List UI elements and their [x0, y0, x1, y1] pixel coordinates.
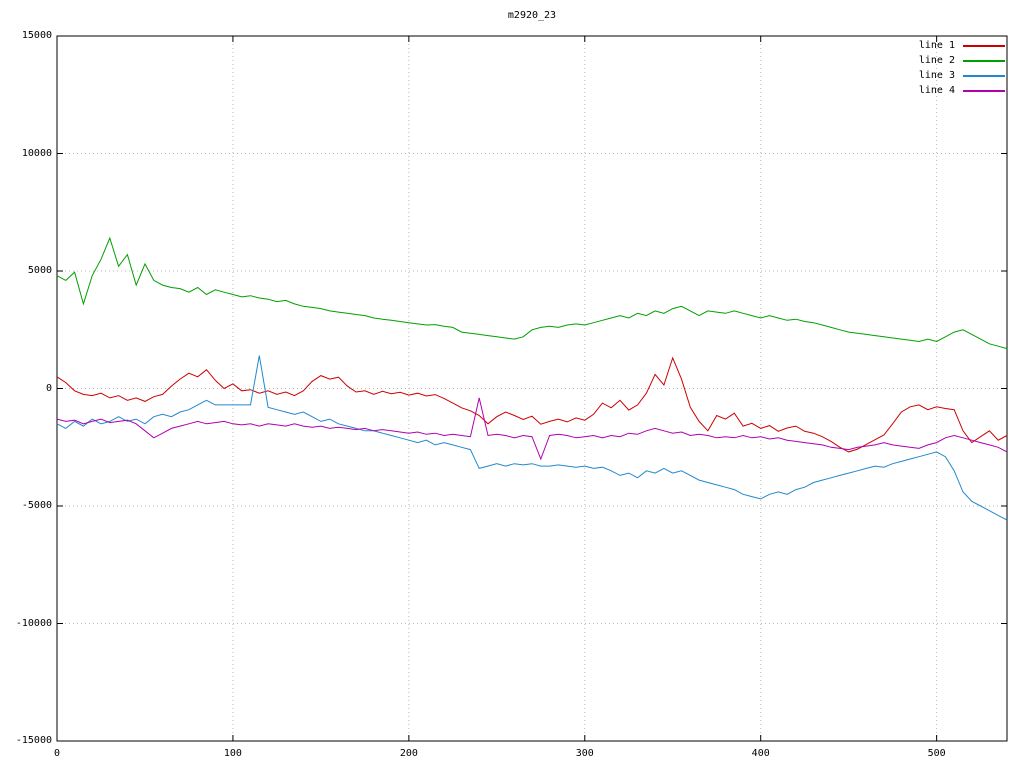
- legend-label: line 4: [918, 85, 955, 96]
- y-tick-label: -15000: [15, 735, 52, 746]
- legend-label: line 2: [918, 55, 955, 66]
- legend-label: line 3: [918, 70, 955, 81]
- y-tick-label: -5000: [21, 500, 52, 511]
- legend-item: line 2: [919, 53, 1005, 68]
- x-tick-label: 100: [223, 748, 242, 759]
- legend: line 1 line 2 line 3 line 4: [919, 38, 1005, 98]
- y-tick-label: -10000: [15, 617, 52, 629]
- legend-item: line 1: [919, 38, 1005, 53]
- chart-title: m2920_23: [507, 10, 557, 21]
- x-tick-label: 500: [927, 748, 946, 759]
- y-tick-label: 0: [45, 382, 52, 394]
- legend-item: line 3: [919, 68, 1005, 83]
- x-tick-label: 200: [399, 748, 418, 759]
- legend-line-sample: [963, 74, 1005, 77]
- legend-line-sample: [963, 44, 1005, 47]
- y-tick-label: 15000: [21, 30, 52, 41]
- y-tick-label: 5000: [27, 265, 52, 276]
- x-tick-label: 0: [53, 748, 61, 759]
- legend-label: line 1: [918, 40, 955, 51]
- y-tick-label: 10000: [21, 147, 52, 159]
- x-tick-label: 400: [751, 748, 770, 759]
- x-tick-label: 300: [575, 748, 594, 759]
- legend-line-sample: [963, 89, 1005, 92]
- legend-item: line 4: [919, 83, 1005, 98]
- legend-line-sample: [963, 59, 1005, 62]
